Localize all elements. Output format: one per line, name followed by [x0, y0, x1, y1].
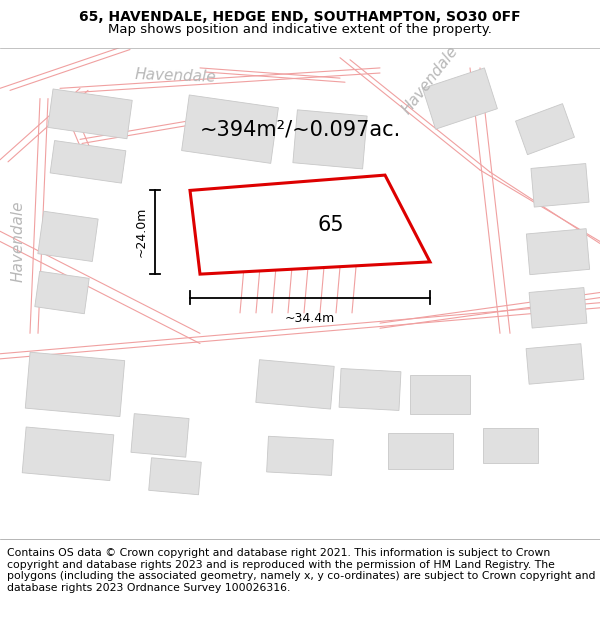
Polygon shape [526, 344, 584, 384]
Text: 65: 65 [318, 216, 344, 236]
Text: Contains OS data © Crown copyright and database right 2021. This information is : Contains OS data © Crown copyright and d… [7, 548, 596, 592]
Polygon shape [529, 288, 587, 328]
Polygon shape [339, 369, 401, 411]
Polygon shape [190, 175, 430, 274]
Polygon shape [293, 110, 367, 169]
Text: ~24.0m: ~24.0m [134, 207, 148, 258]
Text: Havendale: Havendale [134, 67, 216, 85]
Polygon shape [38, 211, 98, 261]
Polygon shape [50, 141, 126, 183]
Polygon shape [35, 271, 89, 314]
Polygon shape [182, 95, 278, 163]
Polygon shape [48, 89, 132, 139]
Polygon shape [531, 164, 589, 207]
Text: ~394m²/~0.097ac.: ~394m²/~0.097ac. [199, 119, 401, 139]
Polygon shape [25, 352, 125, 417]
Polygon shape [526, 229, 590, 274]
Polygon shape [22, 427, 114, 481]
Polygon shape [131, 414, 189, 457]
Polygon shape [266, 436, 334, 476]
Text: Havendale: Havendale [10, 201, 26, 282]
Polygon shape [149, 458, 201, 495]
Polygon shape [256, 359, 334, 409]
Polygon shape [515, 104, 574, 154]
Text: Map shows position and indicative extent of the property.: Map shows position and indicative extent… [108, 22, 492, 36]
Text: Havendale: Havendale [399, 44, 461, 117]
Polygon shape [482, 428, 538, 464]
Text: 65, HAVENDALE, HEDGE END, SOUTHAMPTON, SO30 0FF: 65, HAVENDALE, HEDGE END, SOUTHAMPTON, S… [79, 11, 521, 24]
Polygon shape [410, 375, 470, 414]
Polygon shape [422, 68, 497, 129]
Text: ~34.4m: ~34.4m [285, 311, 335, 324]
Polygon shape [388, 433, 452, 469]
